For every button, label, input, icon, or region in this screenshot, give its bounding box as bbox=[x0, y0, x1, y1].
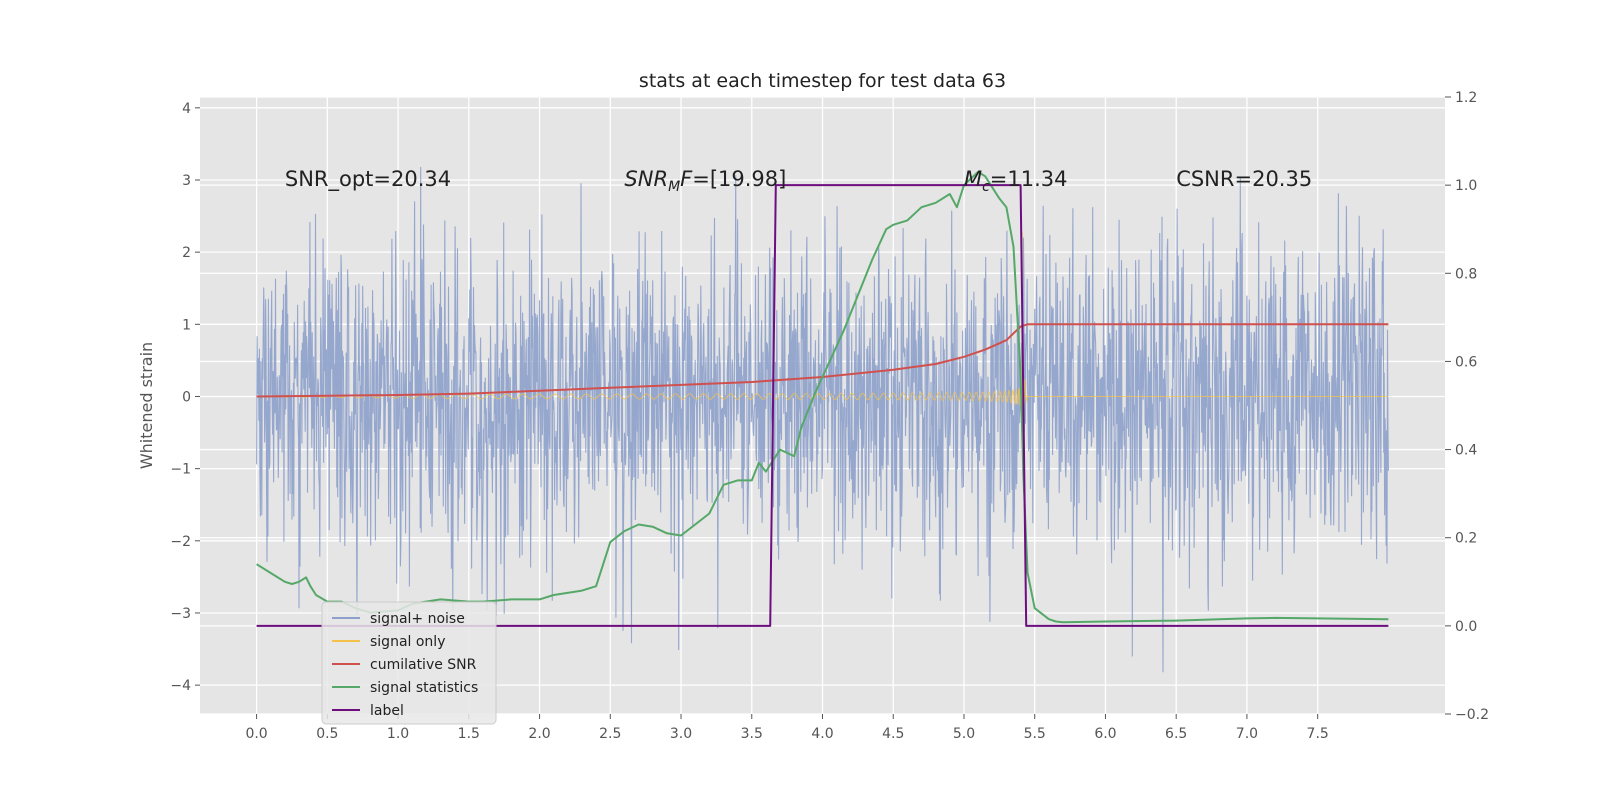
x-tick-label: 1.5 bbox=[458, 726, 480, 742]
series-signal-only-line bbox=[256, 231, 1389, 461]
x-tick-label: 6.5 bbox=[1165, 726, 1187, 742]
y2-tick-label: 0.2 bbox=[1455, 531, 1477, 547]
y-tick-label: 4 bbox=[182, 101, 191, 117]
y-tick-label: 0 bbox=[182, 389, 191, 405]
annotation-text: CSNR=20.35 bbox=[1176, 167, 1312, 191]
annotation-text: SNRMF=[19.98] bbox=[624, 167, 786, 195]
annotations: SNR_opt=20.34 SNRMF=[19.98] Mc=11.34 CSNR=2… bbox=[285, 167, 1312, 195]
y2-tick-label: 0.8 bbox=[1455, 266, 1477, 282]
x-tick-label: 2.5 bbox=[599, 726, 621, 742]
axes: 0.0 0.5 1.0 1.5 2.0 2.5 3.0 3.5 4.0 4.5 5.0 5.5 6.0 6… bbox=[170, 90, 1489, 742]
y-tick-label: 2 bbox=[182, 245, 191, 261]
x-tick-label: 5.5 bbox=[1024, 726, 1046, 742]
legend-box bbox=[321, 601, 497, 725]
y-tick-label: −4 bbox=[170, 678, 191, 694]
x-tick-label: 7.5 bbox=[1307, 726, 1329, 742]
annotation-text: Mc=11.34 bbox=[964, 167, 1068, 195]
legend-label: cumilative SNR bbox=[370, 657, 477, 673]
y2-tick-label: 1.0 bbox=[1455, 178, 1477, 194]
series-label-line bbox=[256, 184, 1389, 627]
x-tick-label: 7.0 bbox=[1236, 726, 1258, 742]
y2-tick-label: 0.6 bbox=[1455, 354, 1477, 370]
annotation-text: SNR_opt=20.34 bbox=[285, 167, 451, 192]
legend: signal+ noise signal only cumilative SNR si… bbox=[321, 601, 497, 725]
y-axis-label: Whitened strain bbox=[137, 342, 156, 469]
y2-tick-label: 0.0 bbox=[1455, 619, 1477, 635]
y-tick-label: 1 bbox=[182, 317, 191, 333]
x-tick-label: 2.0 bbox=[528, 726, 550, 742]
y-tick-label: −3 bbox=[170, 606, 191, 622]
series-cumilative-snr-line bbox=[256, 323, 1389, 398]
series-signal-noise-line bbox=[256, 166, 1389, 673]
x-tick-label: 0.0 bbox=[245, 726, 267, 742]
legend-label: label bbox=[370, 703, 404, 719]
x-tick-label: 3.0 bbox=[670, 726, 692, 742]
y-tick-label: −2 bbox=[170, 534, 191, 550]
y-tick-label: −1 bbox=[170, 462, 191, 478]
legend-label: signal+ noise bbox=[370, 611, 465, 627]
x-tick-label: 6.0 bbox=[1094, 726, 1116, 742]
x-tick-label: 5.0 bbox=[953, 726, 975, 742]
y-tick-label: 3 bbox=[182, 173, 191, 189]
x-tick-label: 4.5 bbox=[882, 726, 904, 742]
legend-label: signal only bbox=[370, 634, 445, 650]
x-tick-label: 0.5 bbox=[316, 726, 338, 742]
x-tick-label: 4.0 bbox=[811, 726, 833, 742]
y2-tick-label: 0.4 bbox=[1455, 443, 1477, 459]
chart-title: stats at each timestep for test data 63 bbox=[639, 70, 1006, 92]
legend-label: signal statistics bbox=[370, 680, 478, 696]
y2-tick-label: −0.2 bbox=[1455, 707, 1489, 723]
y2-tick-label: 1.2 bbox=[1455, 90, 1477, 106]
x-tick-label: 3.5 bbox=[741, 726, 763, 742]
x-tick-label: 1.0 bbox=[387, 726, 409, 742]
